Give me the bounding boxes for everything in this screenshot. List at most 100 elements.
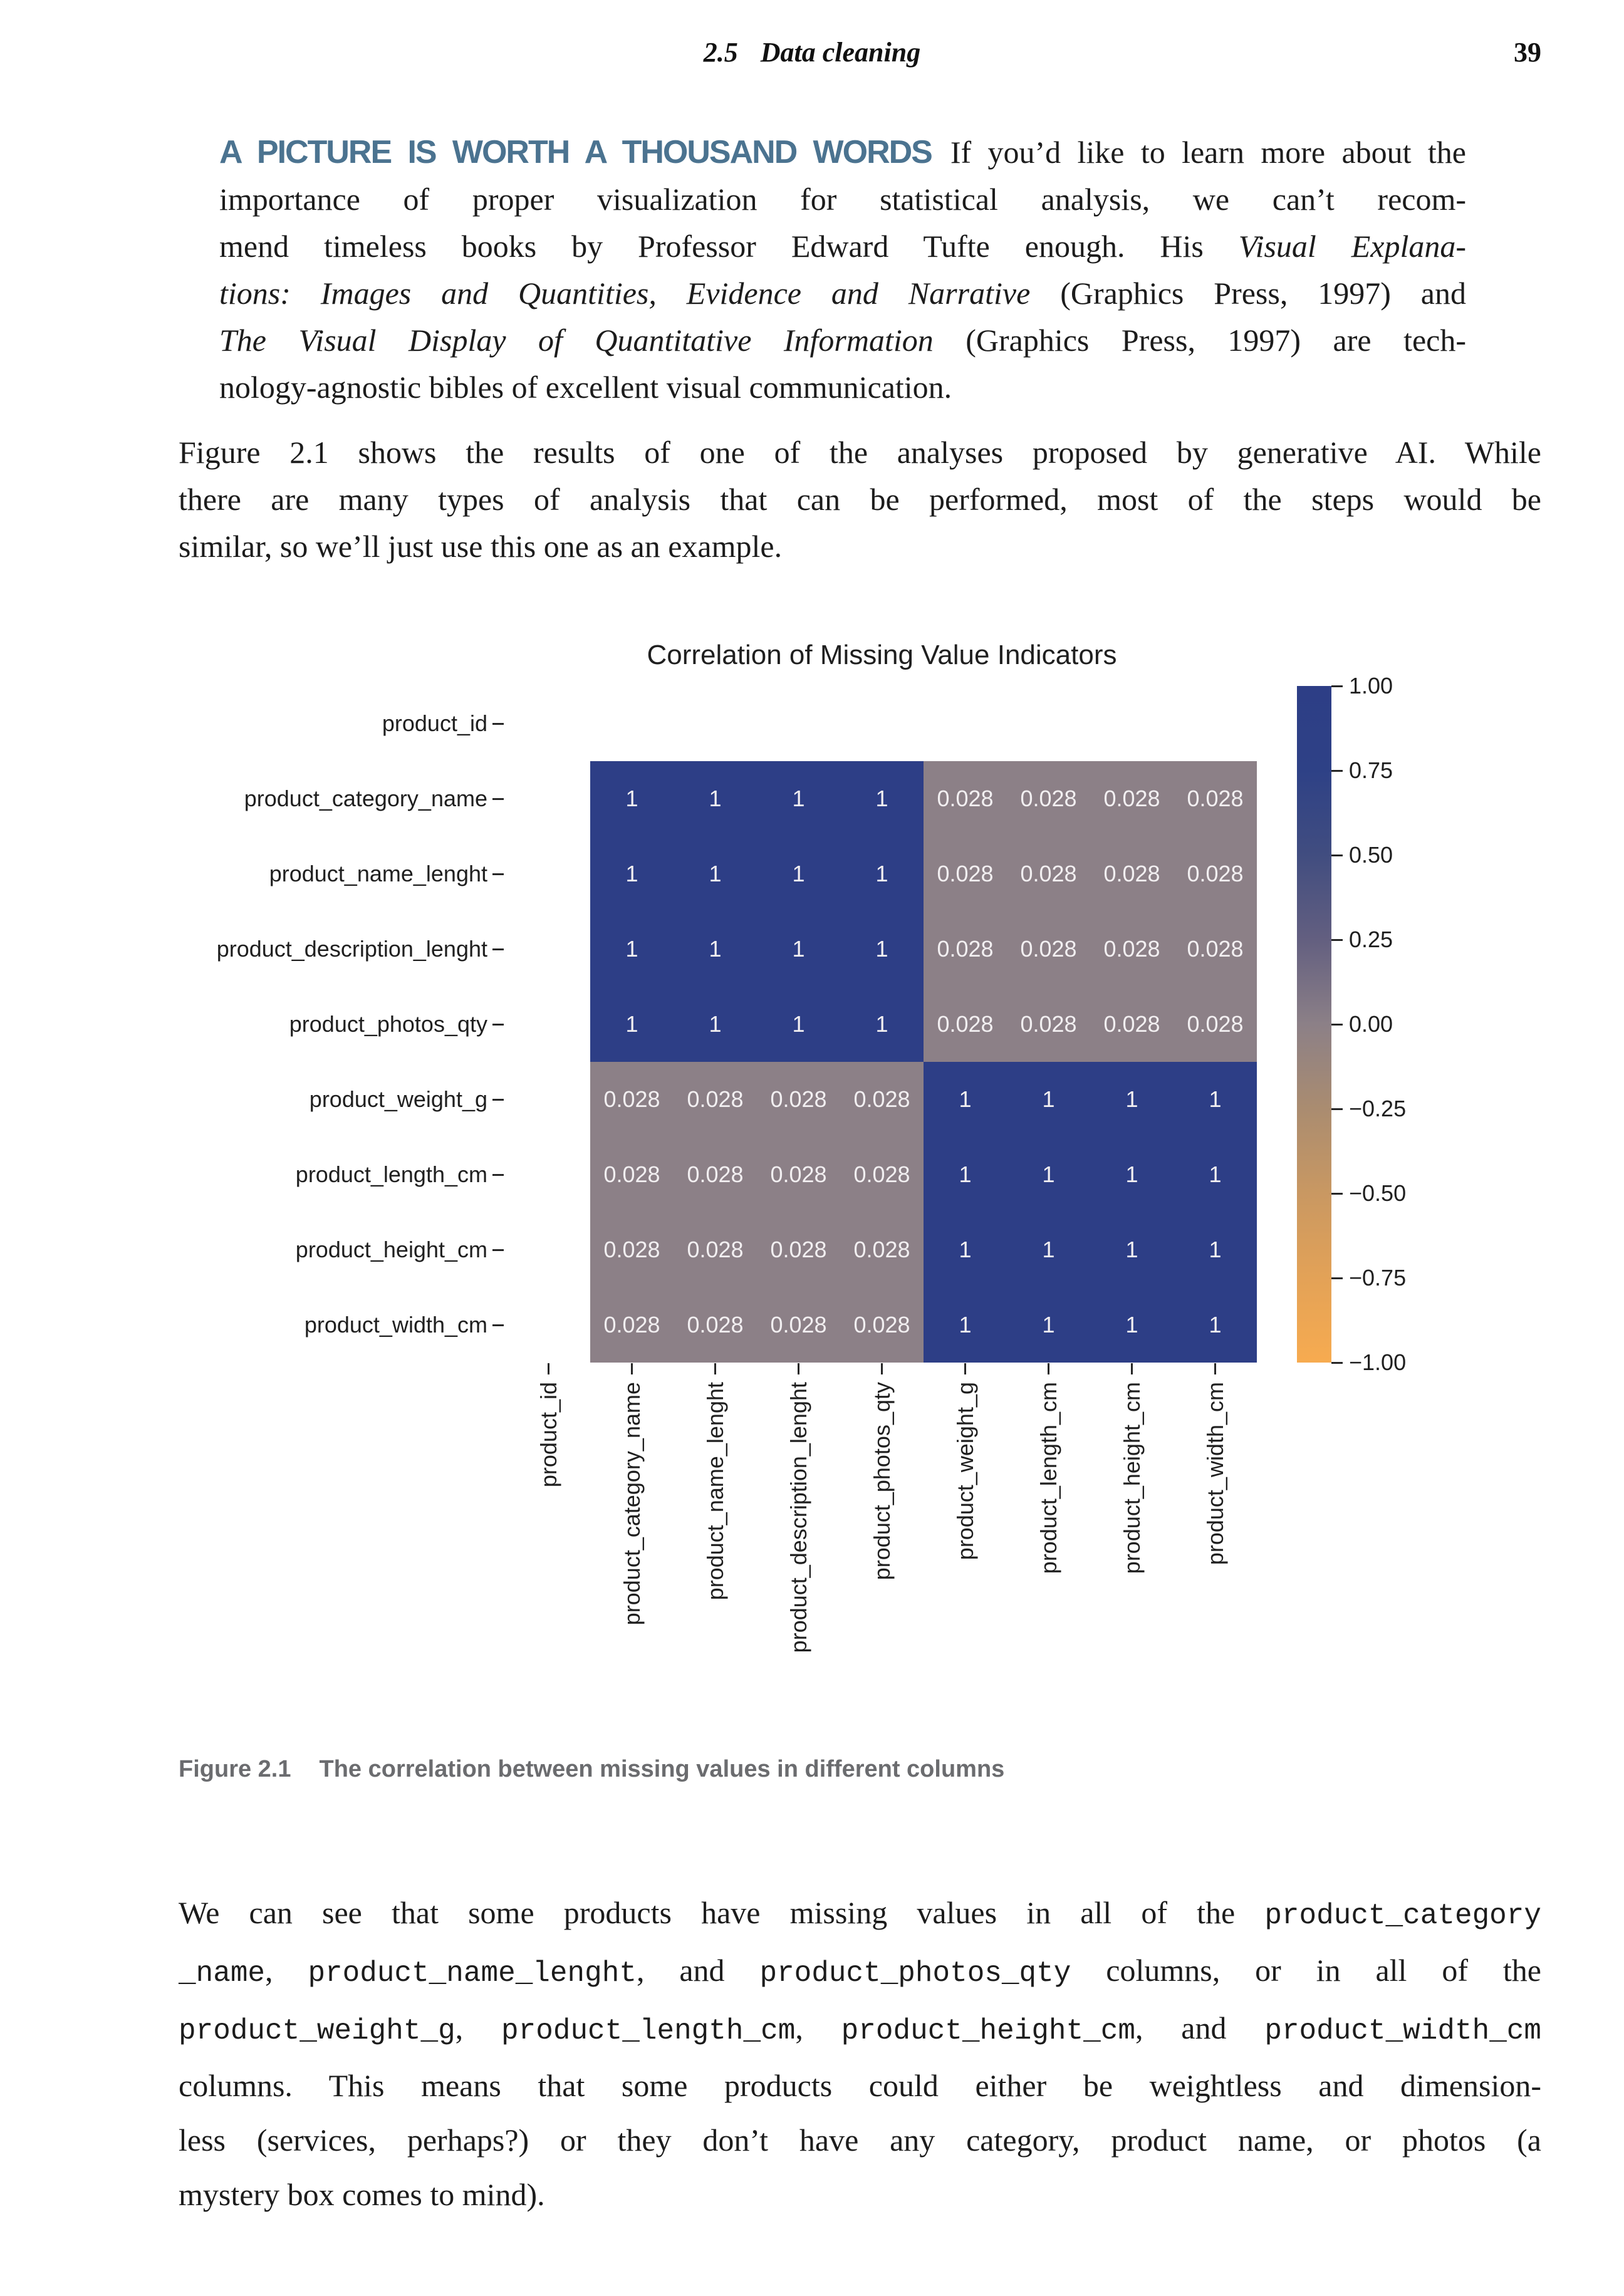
text-run: importance of proper visualization for s… (219, 182, 1466, 217)
colorbar-tick-label: −1.00 (1349, 1349, 1407, 1375)
inline-code: product_weight_g (179, 2015, 455, 2047)
heatmap-cell: 0.028 (1174, 912, 1257, 987)
heatmap-cell: 1 (757, 912, 840, 987)
figure-caption: Figure 2.1 The correlation between missin… (179, 1754, 1004, 1785)
colorbar-tick-label: −0.50 (1349, 1180, 1407, 1206)
heatmap-cell: 0.028 (590, 1287, 674, 1363)
colorbar-tick (1331, 1108, 1343, 1110)
heatmap-cell: 1 (757, 761, 840, 836)
inline-code: product_width_cm (1264, 2015, 1542, 2047)
text-run: columns, or in all of the (1071, 1953, 1542, 1988)
colorbar-tick-label: 1.00 (1349, 673, 1393, 699)
text-run: columns. This means that some products c… (179, 2068, 1541, 2103)
heatmap-cell: 0.028 (1007, 836, 1090, 912)
section-number: 2.5 (703, 37, 738, 68)
heatmap-cell: 1 (1174, 1287, 1257, 1363)
text-run: nology-agnostic bibles of excellent visu… (219, 370, 952, 405)
colorbar-tick (1331, 685, 1343, 687)
text-run: mystery box comes to mind). (179, 2177, 545, 2212)
heatmap-cell: 0.028 (757, 1287, 840, 1363)
y-axis-label: product_name_lenght (269, 861, 487, 886)
heatmap-cell: 1 (757, 987, 840, 1062)
text-run: (Graphics Press, 1997) are tech- (933, 323, 1466, 358)
paragraph-2-line: _name, product_name_lenght, and product_… (179, 1943, 1541, 2001)
colorbar-tick-label: −0.75 (1349, 1265, 1407, 1291)
text-run: , and (636, 1953, 760, 1988)
heatmap-cell: 0.028 (674, 1287, 757, 1363)
text-run: there are many types of analysis that ca… (179, 482, 1541, 517)
y-axis-label: product_description_lenght (216, 936, 487, 962)
x-axis-label: product_width_cm (1202, 1382, 1228, 1566)
text-run: We can see that some products have missi… (179, 1895, 1265, 1930)
text-run: Figure 2.1 shows the results of one of t… (179, 435, 1541, 470)
paragraph-1-line: similar, so we’ll just use this one as a… (179, 523, 1541, 570)
colorbar-tick (1331, 1277, 1343, 1279)
note-line: tions: Images and Quantities, Evidence a… (219, 270, 1466, 317)
heatmap-cell: 0.028 (590, 1137, 674, 1212)
heatmap-cell: 1 (924, 1062, 1007, 1137)
heatmap-cell: 0.028 (840, 1212, 924, 1287)
heatmap-cell: 0.028 (840, 1287, 924, 1363)
heatmap-cell: 1 (674, 836, 757, 912)
heatmap-cell: 0.028 (590, 1212, 674, 1287)
heatmap-cell: 0.028 (757, 1062, 840, 1137)
paragraph-2-line: less (services, perhaps?) or they don’t … (179, 2113, 1541, 2168)
colorbar-tick-label: −0.25 (1349, 1096, 1407, 1121)
y-tick (492, 722, 504, 725)
y-tick (492, 1023, 504, 1026)
paragraph-2-line: columns. This means that some products c… (179, 2059, 1541, 2113)
text-run: , (455, 2010, 502, 2045)
heatmap-cell: 0.028 (924, 912, 1007, 987)
colorbar (1297, 686, 1331, 1363)
y-axis-label: product_height_cm (295, 1237, 487, 1262)
y-tick (492, 797, 504, 800)
paragraph-2-line: mystery box comes to mind). (179, 2168, 1541, 2222)
colorbar-tick (1331, 1192, 1343, 1195)
y-tick (492, 1098, 504, 1101)
heatmap-cell: 0.028 (1007, 912, 1090, 987)
colorbar-tick (1331, 1361, 1343, 1364)
heatmap-cell: 1 (840, 987, 924, 1062)
text-run: Visual Explana- (1238, 229, 1466, 264)
inline-code: product_photos_qty (759, 1957, 1071, 1990)
text-run: less (services, perhaps?) or they don’t … (179, 2122, 1541, 2158)
heatmap-cell: 1 (757, 836, 840, 912)
heatmap-cell: 0.028 (590, 1062, 674, 1137)
colorbar-tick (1331, 1023, 1343, 1026)
y-axis-label: product_weight_g (309, 1086, 487, 1112)
sidebar-note: A PICTURE IS WORTH A THOUSAND WORDS If yo… (219, 129, 1466, 411)
y-axis-label: product_length_cm (295, 1161, 487, 1187)
heatmap-cell: 0.028 (840, 1137, 924, 1212)
x-axis-label: product_category_name (618, 1382, 645, 1626)
x-axis-label: product_description_lenght (785, 1382, 811, 1653)
heatmap-cell: 1 (1174, 1212, 1257, 1287)
heatmap-cell: 1 (924, 1212, 1007, 1287)
text-run: similar, so we’ll just use this one as a… (179, 529, 783, 564)
x-tick (714, 1363, 716, 1374)
heatmap-cell: 1 (924, 1137, 1007, 1212)
text-run: If you’d like to learn more about the (950, 135, 1466, 170)
note-line: mend timeless books by Professor Edward … (219, 223, 1466, 270)
heatmap-cell: 0.028 (1090, 836, 1174, 912)
y-tick (492, 1324, 504, 1326)
chart-title: Correlation of Missing Value Indicators (647, 640, 1117, 670)
colorbar-tick-label: 0.50 (1349, 842, 1393, 868)
note-heading: A PICTURE IS WORTH A THOUSAND WORDS (219, 134, 933, 170)
x-tick (1048, 1363, 1049, 1374)
x-tick (1131, 1363, 1133, 1374)
x-tick (1214, 1363, 1216, 1374)
heatmap-cell: 1 (840, 761, 924, 836)
x-axis-label: product_photos_qty (868, 1382, 895, 1581)
paragraph-2-line: We can see that some products have missi… (179, 1886, 1541, 1943)
y-tick (492, 948, 504, 950)
x-axis-label: product_name_lenght (702, 1382, 728, 1601)
paragraph-1-line: there are many types of analysis that ca… (179, 476, 1541, 523)
colorbar-tick-label: 0.25 (1349, 927, 1393, 952)
x-tick (798, 1363, 799, 1374)
x-axis-label: product_length_cm (1035, 1382, 1061, 1574)
heatmap-cell: 1 (674, 912, 757, 987)
inline-code: product_height_cm (841, 2015, 1135, 2047)
heatmap-cell: 1 (1007, 1287, 1090, 1363)
colorbar-tick (1331, 769, 1343, 772)
